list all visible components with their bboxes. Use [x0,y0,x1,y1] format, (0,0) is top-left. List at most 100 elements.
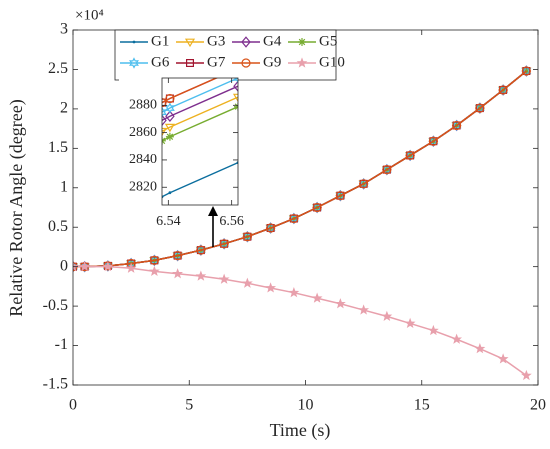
series-line [162,78,219,104]
marker [241,36,251,48]
marker [334,298,346,309]
marker [405,150,415,161]
marker [218,273,230,284]
y-tick-label: -1.5 [43,376,68,393]
marker [381,310,393,321]
marker [498,85,508,95]
y-tick-label: 1.5 [48,139,68,156]
x-tick-label: 15 [414,397,430,414]
marker [219,239,229,249]
legend-box [114,29,337,81]
y-tick-label: 3 [60,21,68,38]
legend-label: G4 [263,33,282,49]
x-tick-label: 6.56 [219,214,244,229]
marker [149,255,159,265]
marker [73,261,79,272]
marker [162,127,168,137]
marker [172,268,184,279]
marker [129,57,139,69]
inset-series [162,78,238,199]
marker [165,110,175,122]
marker [162,97,167,108]
marker [164,123,175,133]
x-axis-label: Time (s) [270,420,331,441]
marker [427,324,439,336]
marker [452,120,462,131]
marker [311,292,323,303]
y-axis-label: Relative Rotor Angle (degree) [6,99,27,316]
marker [382,165,392,175]
y-tick-label: 1 [60,178,68,195]
marker [265,282,277,293]
y-tick-label: 2.5 [48,60,68,77]
marker [195,270,207,281]
legend-label: G6 [151,54,170,70]
x-tick-label: 5 [185,397,193,414]
marker [475,103,485,113]
marker [520,369,532,381]
marker [233,80,238,92]
marker [132,40,136,44]
marker [184,38,196,48]
inset-axes: 6.54 6.56 2820 2840 2860 2880 [129,78,244,229]
marker [102,261,114,272]
y-tick-label: -0.5 [43,297,68,314]
marker [79,261,91,272]
marker [428,136,438,146]
inset-frame [161,77,239,206]
marker [148,265,160,276]
legend-label: G3 [207,33,225,49]
legend-label: G1 [151,33,169,49]
x-tick-label: 20 [530,397,546,414]
marker [186,58,195,67]
marker [164,102,175,114]
marker [168,191,172,195]
marker [241,277,253,288]
marker [266,223,276,233]
series-line [73,70,527,268]
marker [474,343,486,354]
marker [162,114,167,127]
plot-series [73,65,532,381]
marker [522,67,531,76]
x-tick-label: 6.54 [156,214,181,229]
marker [196,245,206,255]
y-multiplier: ×10⁴ [75,7,104,23]
marker [242,232,252,242]
marker [232,93,238,103]
marker [451,333,463,344]
y-tick-label: 2 [60,100,68,117]
marker [165,132,174,141]
legend: G1 G3 G4 G5 G6 G7 G9 G10 [114,29,345,81]
marker [358,304,370,315]
marker [359,179,369,189]
x-tick-label: 10 [298,397,314,414]
inset-background [119,78,238,205]
legend-label: G9 [263,54,281,70]
y-tick-label: 0 [60,257,68,274]
marker [521,66,531,76]
y-tick-label: 2860 [129,125,157,140]
marker [125,262,137,273]
x-tick-label: 0 [69,397,77,414]
main-axes: 0 5 10 15 20 -1.5 -1 -0.5 0 0.5 1 1.5 2 2.5 3 [43,21,546,414]
marker [288,287,300,298]
marker [173,251,183,261]
marker [298,38,306,46]
marker [404,317,416,329]
y-tick-label: -1 [55,336,68,353]
y-tick-label: 2880 [129,98,157,113]
marker [296,57,308,68]
y-tick-label: 2840 [129,152,157,167]
marker [241,58,251,68]
marker [497,353,509,364]
marker [335,191,345,201]
legend-label: G7 [207,54,226,70]
marker [312,202,322,213]
y-tick-label: 2820 [129,179,157,194]
legend-label: G5 [319,33,337,49]
marker [289,213,299,224]
legend-label: G10 [319,54,345,70]
